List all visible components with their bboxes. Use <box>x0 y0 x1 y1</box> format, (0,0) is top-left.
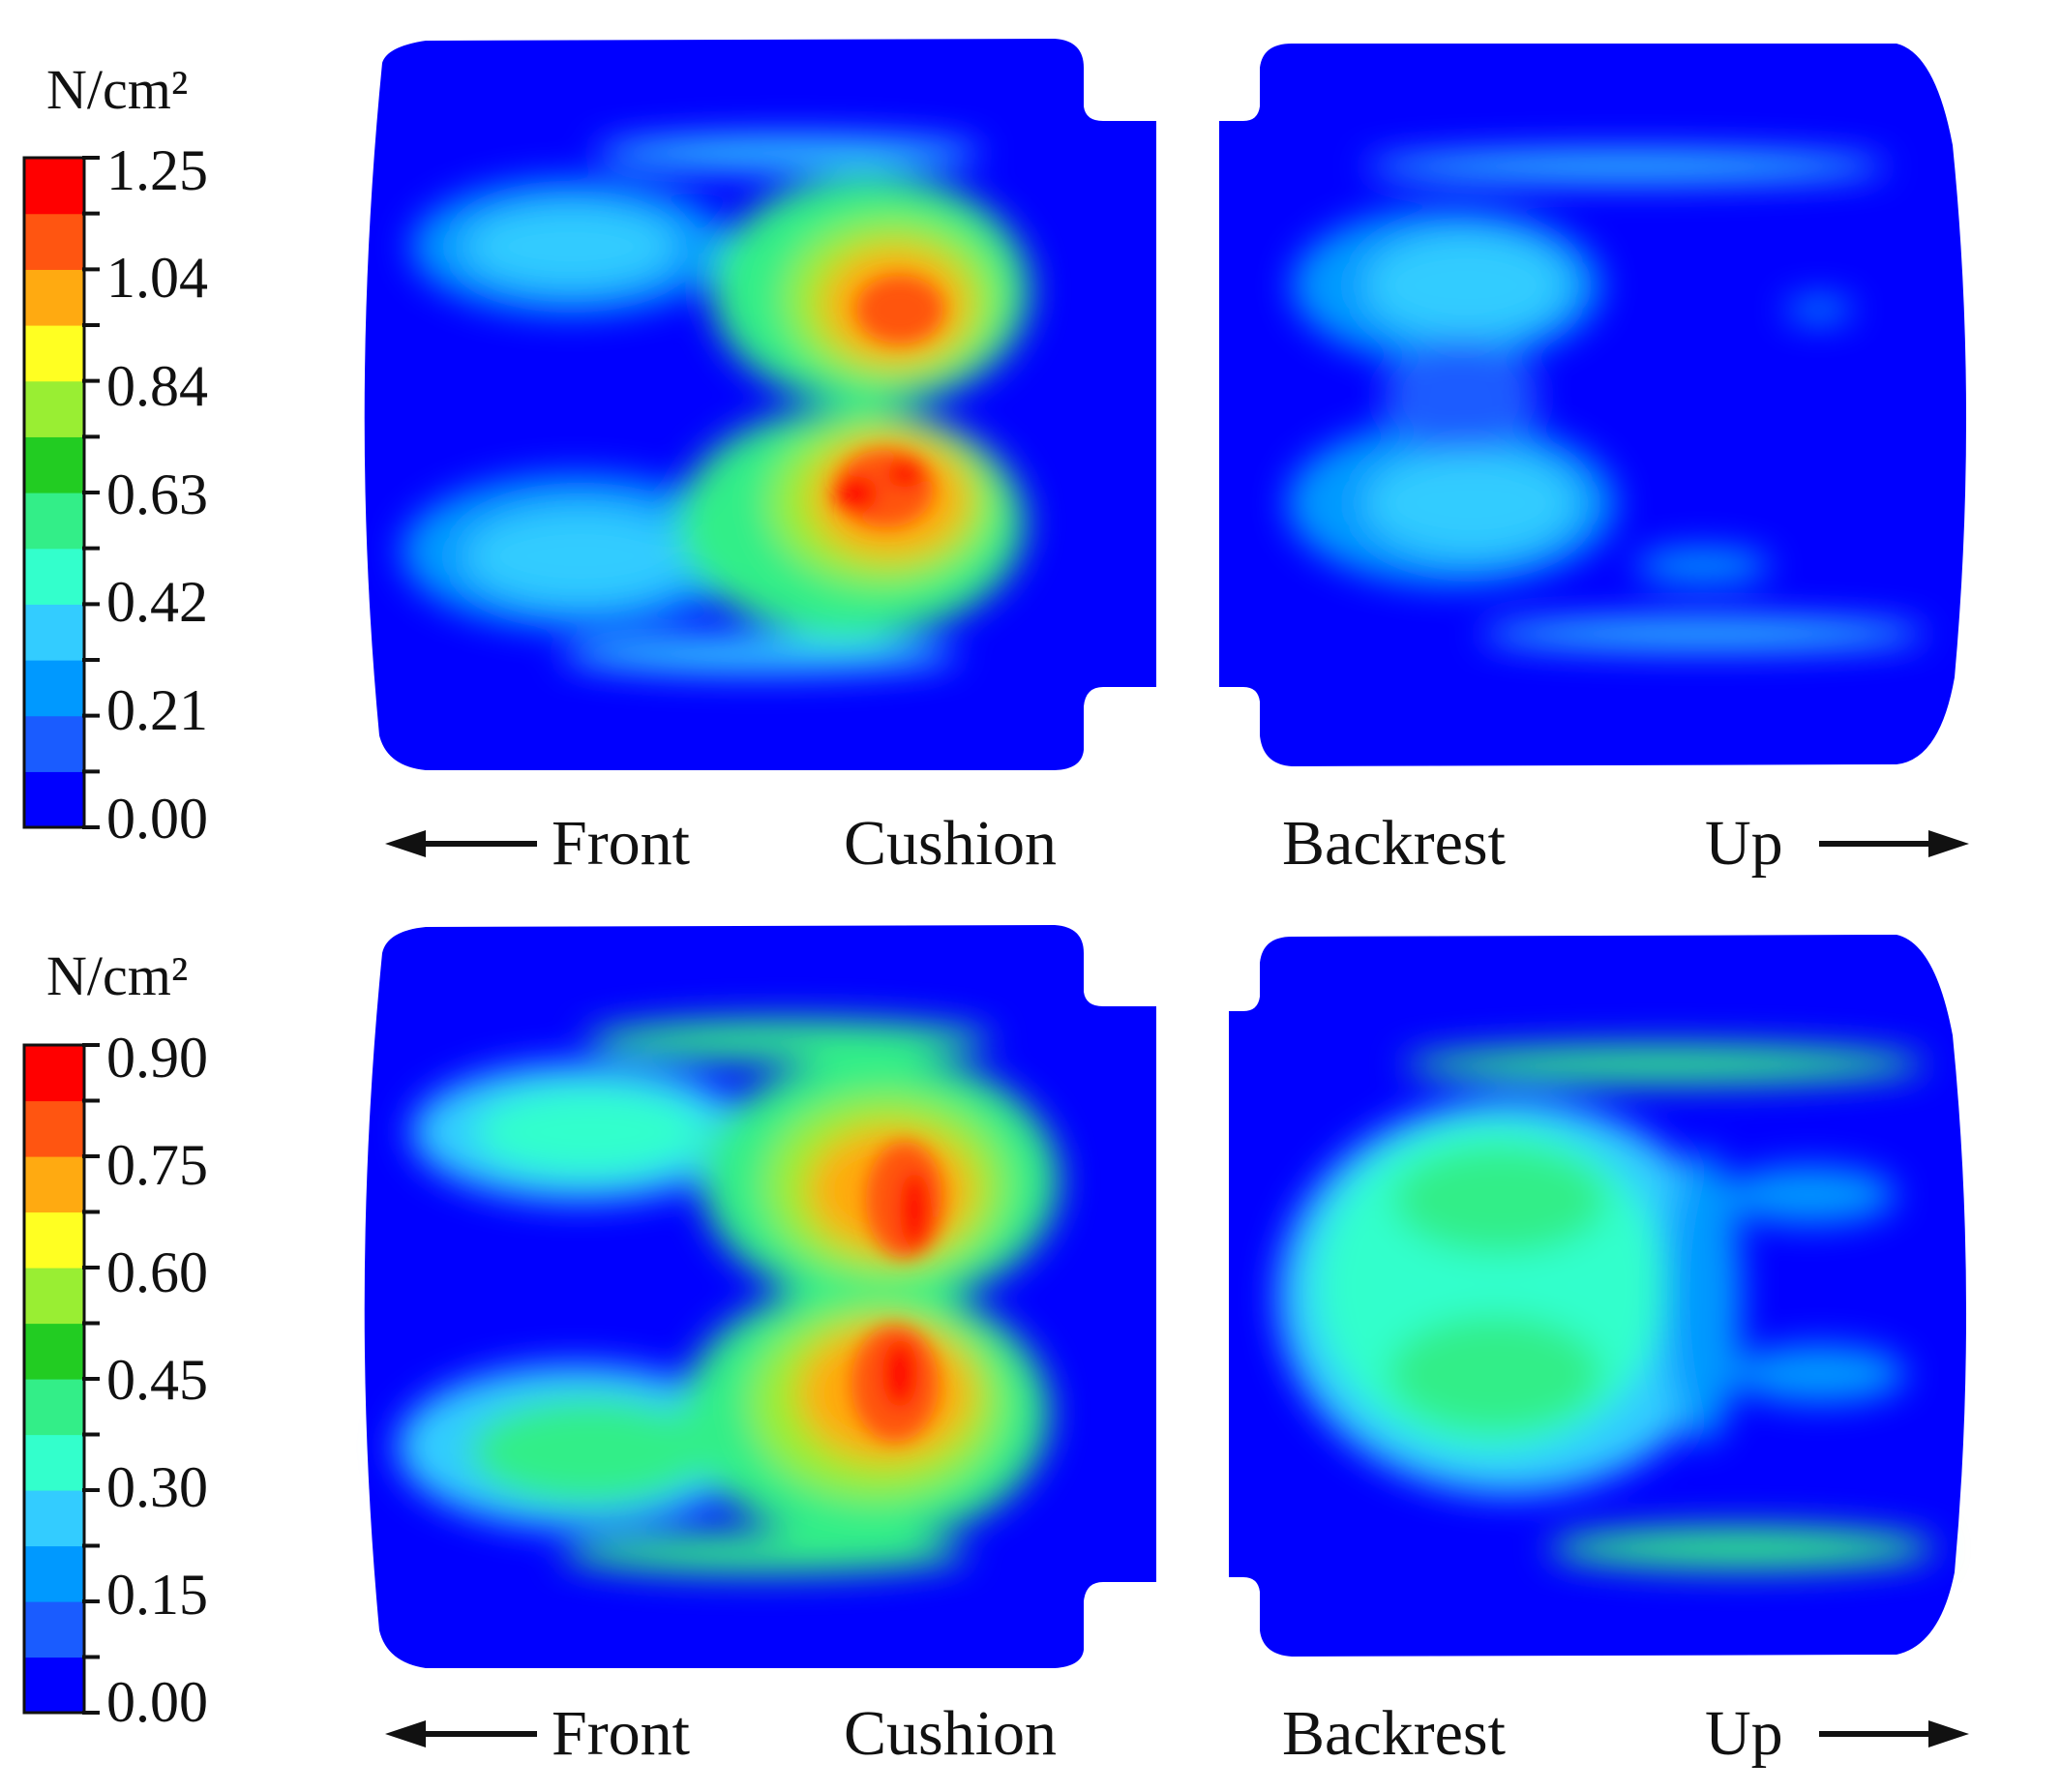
colorbar-ticks-bottom <box>82 1043 100 1715</box>
backrest-spot <box>1785 298 1853 321</box>
backrest-spot <box>1635 549 1771 583</box>
backrest-wing-lower <box>1732 1345 1906 1403</box>
tick-label: 0.90 <box>106 1026 208 1090</box>
backrest-torso-core-upper <box>1393 1147 1606 1253</box>
front-label: Front <box>552 1698 690 1769</box>
colorbar-segment <box>24 1045 84 1102</box>
up-arrow-head <box>1928 830 1969 857</box>
backrest-pressure-map-bottom <box>1229 935 1967 1657</box>
backrest-label: Backrest <box>1282 1698 1506 1769</box>
colorbar-segment <box>24 1490 84 1547</box>
cushion-pressure-map-bottom <box>364 925 1156 1668</box>
backrest-strip-lower <box>1480 618 1926 649</box>
colorbar-segment <box>24 325 84 382</box>
tick-label: 0.30 <box>106 1455 208 1519</box>
cushion-peak <box>900 1171 929 1248</box>
cushion-thigh-upper-inner <box>474 1089 706 1176</box>
direction-labels-top: Front Cushion Backrest Up <box>385 808 1969 879</box>
tick-label: 0.42 <box>106 570 208 634</box>
colorbar-tick-labels-bottom: 0.90 0.75 0.60 0.45 0.30 0.15 0.00 <box>106 1026 208 1734</box>
colorbar-bottom: N/cm² 0.90 0.75 0.60 0.45 0.30 0.15 0.00 <box>22 944 208 1734</box>
colorbar-segment <box>24 715 84 772</box>
colorbar-segment <box>24 1434 84 1491</box>
tick-label: 0.15 <box>106 1563 208 1627</box>
cushion-label: Cushion <box>844 808 1057 879</box>
colorbar-segment <box>24 1379 84 1436</box>
tick-label: 1.25 <box>106 138 208 202</box>
cushion-thigh-upper-inner <box>464 206 677 287</box>
tick-label: 0.00 <box>106 787 208 851</box>
cushion-label: Cushion <box>844 1698 1057 1769</box>
cushion-peak <box>835 476 878 511</box>
front-arrow-head <box>385 1720 426 1747</box>
cushion-pressure-map-top <box>364 39 1156 770</box>
cushion-thigh-lower-inner <box>464 508 697 605</box>
backrest-heat-top <box>1287 151 1926 649</box>
colorbar-segment <box>24 1545 84 1602</box>
colorbar-segments-bottom <box>22 1043 86 1715</box>
direction-labels-bottom: Front Cushion Backrest Up <box>385 1698 1969 1769</box>
tick-label: 1.04 <box>106 246 208 310</box>
tick-label: 0.00 <box>106 1670 208 1734</box>
tick-label: 0.75 <box>106 1133 208 1197</box>
colorbar-segment <box>24 604 84 661</box>
colorbar-segment <box>24 771 84 828</box>
tick-label: 0.45 <box>106 1348 208 1412</box>
tick-label: 0.84 <box>106 354 208 418</box>
colorbar-segment <box>24 1657 84 1714</box>
backrest-pressure-map-top <box>1219 44 1967 766</box>
colorbar-segment <box>24 213 84 270</box>
colorbar-segment <box>24 1211 84 1269</box>
up-label: Up <box>1705 808 1783 879</box>
backrest-spine <box>1664 1151 1742 1442</box>
colorbar-segment <box>24 548 84 605</box>
backrest-heat-bottom <box>1277 1045 1935 1569</box>
backrest-strip-upper <box>1364 151 1887 182</box>
colorbar-unit-top: N/cm² <box>46 58 188 121</box>
colorbar-tick-labels-top: 1.25 1.04 0.84 0.63 0.42 0.21 0.00 <box>106 138 208 851</box>
backrest-strip-upper <box>1403 1045 1926 1084</box>
cushion-peaks-top <box>835 276 943 527</box>
cushion-strip-lower <box>561 635 958 673</box>
colorbar-segment <box>24 1323 84 1380</box>
colorbar-segment <box>24 158 84 215</box>
backrest-wing-upper <box>1722 1166 1897 1224</box>
tick-label: 0.63 <box>106 463 208 526</box>
backrest-strip-lower <box>1548 1527 1935 1569</box>
backrest-shoulder-lower-inner <box>1364 450 1577 556</box>
cushion-peak <box>887 461 922 488</box>
colorbar-unit-bottom: N/cm² <box>46 944 188 1007</box>
tick-label: 0.60 <box>106 1240 208 1304</box>
colorbar-segment <box>24 1601 84 1658</box>
cushion-peak <box>856 276 943 343</box>
cushion-strip-upper <box>585 1019 992 1061</box>
up-arrow-head <box>1928 1720 1969 1747</box>
panel-top: N/cm² 1.25 1.04 0.84 0.63 0.42 0.21 0.00 <box>22 39 1969 879</box>
tick-label: 0.21 <box>106 678 208 742</box>
colorbar-top: N/cm² 1.25 1.04 0.84 0.63 0.42 0.21 0.00 <box>22 58 208 851</box>
up-label: Up <box>1705 1698 1783 1769</box>
cushion-peaks-bottom <box>851 1142 943 1442</box>
colorbar-segment <box>24 1156 84 1213</box>
backrest-torso-core-lower <box>1389 1316 1601 1432</box>
backrest-label: Backrest <box>1282 808 1506 879</box>
panel-bottom: N/cm² 0.90 0.75 0.60 0.45 0.30 0.15 0.00 <box>22 925 1969 1769</box>
front-arrow-head <box>385 830 426 857</box>
backrest-shoulder-upper-inner <box>1364 232 1568 339</box>
colorbar-segment <box>24 380 84 437</box>
colorbar-segment <box>24 1100 84 1157</box>
colorbar-segments-top <box>22 156 86 829</box>
colorbar-segment <box>24 436 84 493</box>
colorbar-ticks-top <box>82 156 100 829</box>
cushion-strip-upper <box>595 135 982 170</box>
backrest-waist <box>1384 339 1538 455</box>
colorbar-segment <box>24 493 84 550</box>
colorbar-segment <box>24 269 84 326</box>
cushion-peak <box>882 1340 917 1408</box>
cushion-thigh-lower-inner <box>469 1398 711 1505</box>
colorbar-segment <box>24 660 84 717</box>
colorbar-segment <box>24 1268 84 1325</box>
front-label: Front <box>552 808 690 879</box>
